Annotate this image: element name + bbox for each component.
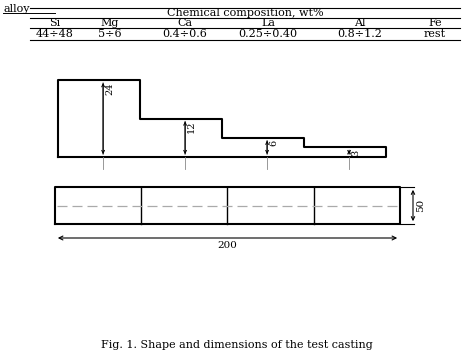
Text: 0.25÷0.40: 0.25÷0.40 — [238, 29, 298, 39]
Text: Ca: Ca — [177, 18, 192, 28]
Text: 24: 24 — [105, 82, 114, 95]
Text: 12: 12 — [187, 121, 196, 133]
Text: Si: Si — [49, 18, 61, 28]
Text: Al: Al — [354, 18, 366, 28]
Text: 5÷6: 5÷6 — [98, 29, 122, 39]
Text: Fe: Fe — [428, 18, 442, 28]
Text: Mg: Mg — [101, 18, 119, 28]
Text: 200: 200 — [218, 241, 237, 250]
Text: Chemical composition, wt%: Chemical composition, wt% — [167, 8, 323, 18]
Text: 44÷48: 44÷48 — [36, 29, 74, 39]
Text: 6: 6 — [269, 140, 278, 146]
Text: 0.4÷0.6: 0.4÷0.6 — [163, 29, 208, 39]
Text: Fig. 1. Shape and dimensions of the test casting: Fig. 1. Shape and dimensions of the test… — [101, 340, 373, 350]
Text: rest: rest — [424, 29, 446, 39]
Text: 0.8÷1.2: 0.8÷1.2 — [337, 29, 383, 39]
Text: La: La — [261, 18, 275, 28]
Text: alloy: alloy — [4, 4, 30, 14]
Text: 50: 50 — [416, 199, 425, 212]
Text: 3: 3 — [351, 150, 360, 156]
